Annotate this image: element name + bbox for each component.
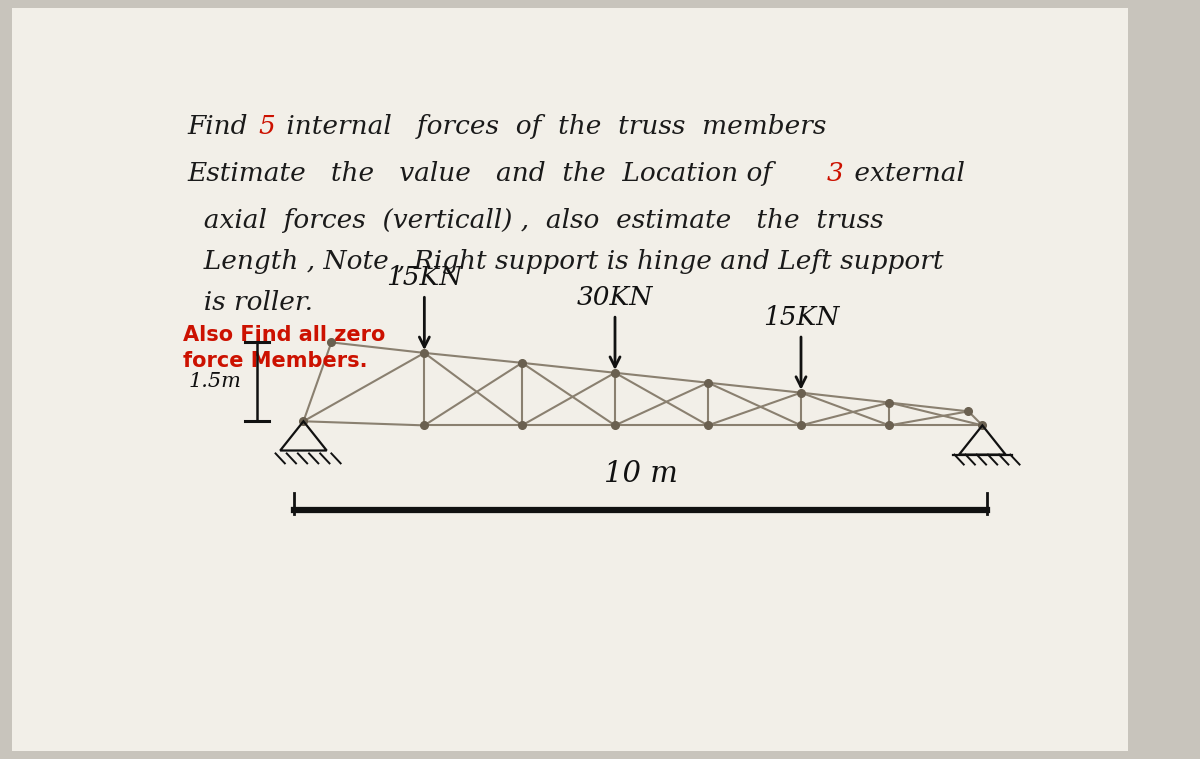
Text: 5: 5 — [259, 115, 276, 140]
Text: 15KN: 15KN — [386, 265, 462, 290]
Text: Also Find all zero: Also Find all zero — [182, 325, 385, 345]
Text: internal   forces  of  the  truss  members: internal forces of the truss members — [278, 115, 827, 140]
Text: 30KN: 30KN — [577, 285, 653, 310]
Text: force Members.: force Members. — [182, 351, 367, 371]
Text: 15KN: 15KN — [763, 304, 839, 329]
Text: 10 m: 10 m — [604, 461, 678, 489]
Text: Estimate   the   value   and  the  Location of: Estimate the value and the Location of — [187, 161, 781, 186]
Text: axial  forces  (verticall) ,  also  estimate   the  truss: axial forces (verticall) , also estimate… — [187, 208, 884, 233]
Text: 3: 3 — [827, 161, 844, 186]
Text: Find: Find — [187, 115, 256, 140]
Text: is roller.: is roller. — [187, 290, 313, 315]
Text: Length , Note , Right support is hinge and Left support: Length , Note , Right support is hinge a… — [187, 249, 943, 274]
Text: 1.5m: 1.5m — [188, 373, 241, 392]
Text: external: external — [846, 161, 965, 186]
